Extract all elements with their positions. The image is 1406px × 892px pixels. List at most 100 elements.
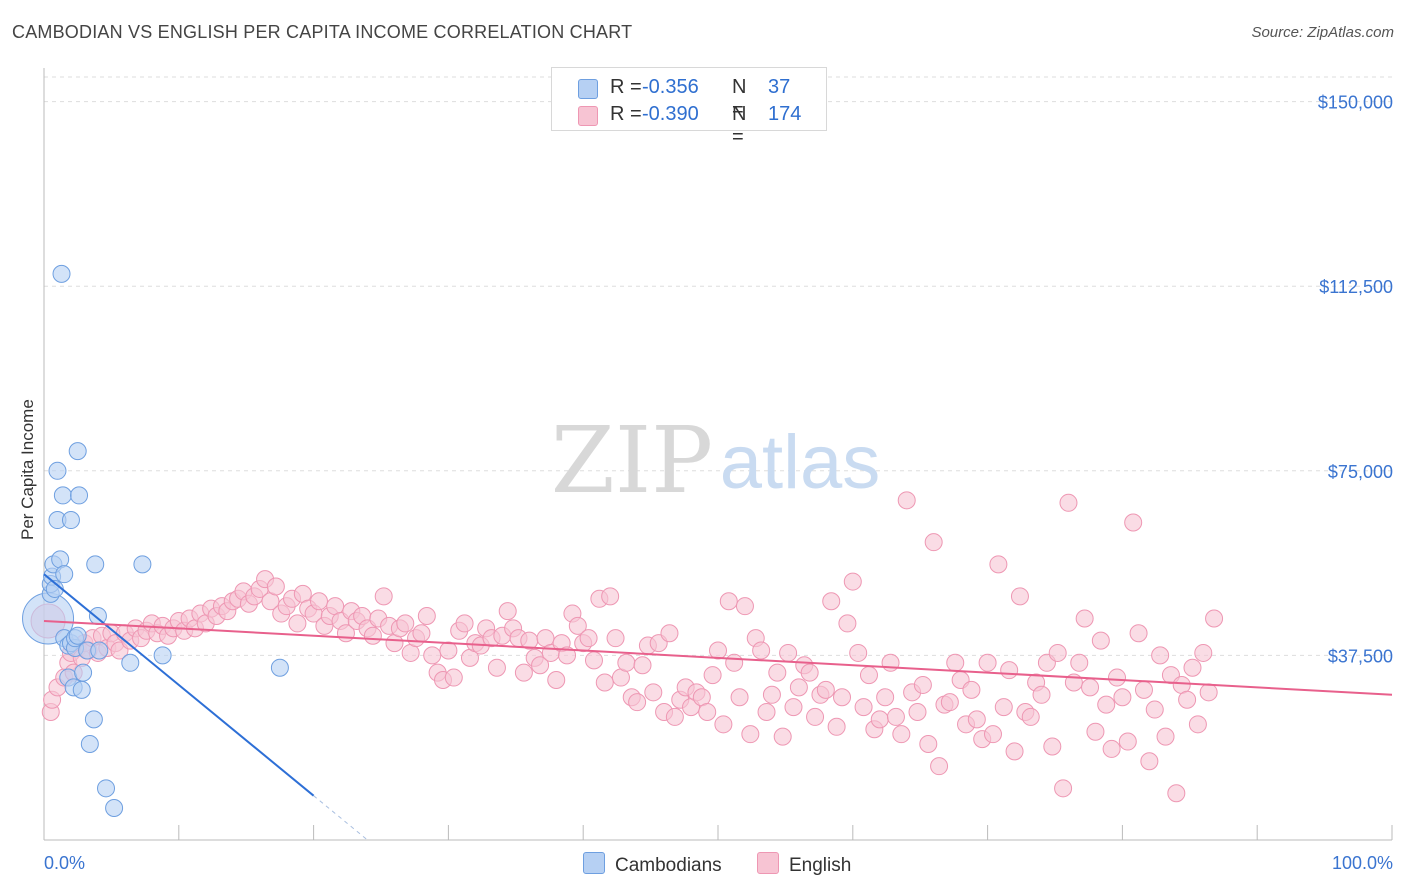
- english-point: [531, 656, 550, 675]
- cambodian-swatch: [578, 79, 598, 99]
- english-point: [762, 685, 781, 704]
- n-value: 37: [768, 76, 791, 98]
- english-point: [859, 666, 878, 685]
- english-point: [892, 725, 911, 744]
- cambodian-point: [48, 461, 67, 480]
- cambodian-point: [133, 555, 152, 574]
- english-point: [989, 555, 1008, 574]
- english-point: [1000, 661, 1019, 680]
- cambodian-point: [84, 710, 103, 729]
- english-point: [412, 624, 431, 643]
- legend-item-english[interactable]: English: [757, 852, 851, 877]
- english-point: [617, 653, 636, 672]
- cambodian-point: [52, 264, 71, 283]
- r-label: R =: [610, 103, 642, 125]
- english-point: [396, 614, 415, 633]
- cambodian-trend-line: [43, 573, 315, 797]
- english-point: [913, 675, 932, 694]
- cambodian-points: [22, 264, 289, 818]
- english-point: [633, 656, 652, 675]
- english-point: [1048, 643, 1067, 662]
- cambodian-swatch: [583, 852, 605, 874]
- english-point: [719, 592, 738, 611]
- english-point: [816, 680, 835, 699]
- english-point: [444, 668, 463, 687]
- y-tick-label: $150,000: [1318, 93, 1393, 113]
- english-point: [1183, 658, 1202, 677]
- english-point: [1194, 643, 1213, 662]
- english-point: [584, 651, 603, 670]
- legend-label-cambodians: Cambodians: [615, 855, 722, 876]
- cambodian-point: [88, 607, 107, 626]
- cambodian-point: [86, 555, 105, 574]
- english-points: [30, 491, 1224, 803]
- english-point: [703, 666, 722, 685]
- r-label: R =: [610, 76, 642, 98]
- english-point: [930, 757, 949, 776]
- cambodian-point: [97, 779, 116, 798]
- english-point: [978, 653, 997, 672]
- cambodian-point: [68, 442, 87, 461]
- english-point: [714, 715, 733, 734]
- english-point: [725, 653, 744, 672]
- english-point: [854, 698, 873, 717]
- correlation-legend-box: R = -0.356 N = 37 R = -0.390 N = 174: [551, 67, 827, 148]
- n-label: N =: [732, 76, 747, 121]
- english-point: [374, 587, 393, 606]
- english-point: [1032, 685, 1051, 704]
- cambodian-point: [72, 680, 91, 699]
- english-point: [870, 710, 889, 729]
- cambodian-point: [90, 641, 109, 660]
- english-point: [1145, 700, 1164, 719]
- english-point: [709, 641, 727, 660]
- english-point: [924, 533, 943, 552]
- cambodian-point: [153, 646, 172, 665]
- english-point: [822, 592, 841, 611]
- english-point: [601, 587, 620, 606]
- english-point: [363, 626, 382, 645]
- x-tick-label-min: 0.0%: [44, 853, 85, 873]
- english-point: [1081, 678, 1100, 697]
- english-point: [779, 643, 798, 662]
- english-point: [789, 678, 808, 697]
- y-tick-label: $37,500: [1328, 646, 1393, 666]
- r-value: -0.390: [642, 103, 699, 125]
- english-point: [1124, 513, 1143, 532]
- n-label: N =: [732, 103, 747, 148]
- y-axis-title: Per Capita Income: [18, 399, 37, 540]
- cambodian-trend-extension: [313, 795, 368, 841]
- r-value: -0.356: [642, 76, 699, 98]
- english-point: [1140, 752, 1159, 771]
- english-point: [784, 698, 803, 717]
- cambodian-point: [80, 735, 99, 754]
- english-point: [1118, 732, 1137, 751]
- english-point: [455, 614, 474, 633]
- y-tick-label: $75,000: [1328, 462, 1393, 482]
- watermark-zip: ZIP: [551, 407, 713, 514]
- english-point: [423, 646, 442, 665]
- english-point: [1010, 587, 1029, 606]
- english-point: [288, 614, 307, 633]
- english-point: [628, 693, 647, 712]
- english-point: [919, 735, 938, 754]
- english-point: [843, 572, 862, 591]
- english-point: [514, 663, 533, 682]
- english-point: [417, 607, 436, 626]
- chart-source: Source: ZipAtlas.com: [1251, 24, 1394, 41]
- english-point: [833, 688, 852, 707]
- english-point: [1151, 646, 1170, 665]
- cambodian-point: [61, 511, 80, 530]
- legend-item-cambodians[interactable]: Cambodians: [583, 852, 722, 877]
- english-point: [487, 658, 506, 677]
- gridlines: [44, 76, 1392, 656]
- cambodian-point: [55, 565, 74, 584]
- y-tick-label: $112,500: [1319, 277, 1393, 297]
- english-point: [644, 683, 663, 702]
- english-point: [806, 707, 825, 726]
- english-point: [994, 698, 1013, 717]
- english-point: [439, 641, 458, 660]
- english-point: [1054, 779, 1073, 798]
- english-point: [1091, 631, 1110, 650]
- cambodian-point: [270, 658, 289, 677]
